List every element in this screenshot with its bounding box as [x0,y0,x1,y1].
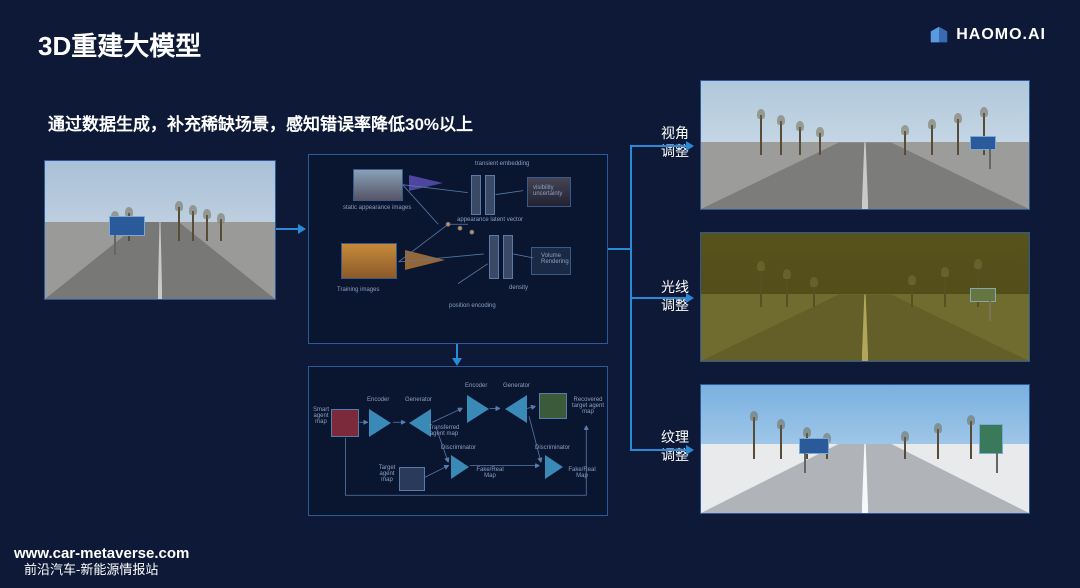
brand-logo: HAOMO.AI [928,24,1046,46]
nerf-arrows [309,155,607,343]
slide-title: 3D重建大模型 [38,26,201,63]
gan-arrows [309,367,607,515]
output-texture-panel [700,384,1030,514]
slide-subtitle: 通过数据生成，补充稀缺场景，感知错误率降低30%以上 [48,110,473,135]
nerf-diagram: transient embedding appearance latent ve… [309,155,607,343]
input-road-scene [45,161,275,299]
watermark-text: 前沿汽车-新能源情报站 [24,559,158,578]
output-viewpoint-panel [700,80,1030,210]
logo-text: HAOMO.AI [956,26,1046,44]
nerf-diagram-panel: transient embedding appearance latent ve… [308,154,608,344]
input-scene-panel [44,160,276,300]
logo-icon [928,24,950,46]
output-lighting-panel [700,232,1030,362]
gan-diagram-panel: Encoder Generator Encoder Generator Disc… [308,366,608,516]
gan-diagram: Encoder Generator Encoder Generator Disc… [309,367,607,515]
